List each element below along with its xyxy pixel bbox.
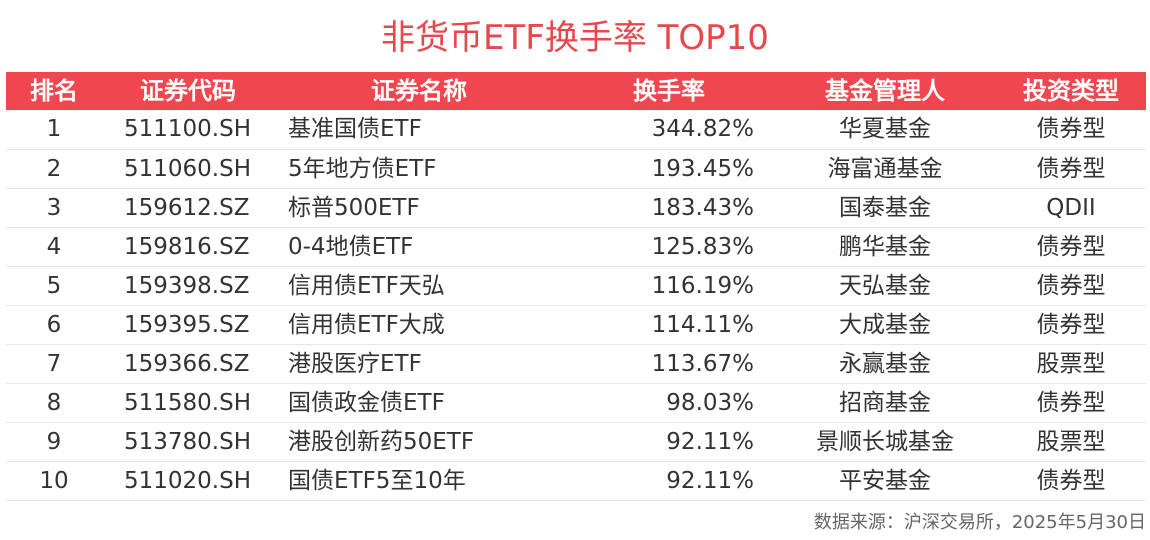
code-cell: 513780.SH — [102, 422, 274, 462]
rank-cell: 6 — [6, 305, 102, 345]
manager-cell: 海富通基金 — [774, 149, 996, 189]
name-cell: 信用债ETF大成 — [274, 305, 564, 345]
manager-cell: 鹏华基金 — [774, 227, 996, 267]
table-header-row: 排名 证券代码 证券名称 换手率 基金管理人 投资类型 — [6, 72, 1146, 110]
header-type: 投资类型 — [1023, 77, 1119, 105]
table-row: 6 159395.SZ 信用债ETF大成 114.11% 大成基金 债券型 — [6, 305, 1146, 345]
type-cell: 股票型 — [996, 344, 1146, 384]
type-cell: 债券型 — [996, 110, 1146, 150]
name-cell: 基准国债ETF — [274, 110, 564, 150]
manager-cell: 平安基金 — [774, 461, 996, 501]
name-cell: 国债政金债ETF — [274, 383, 564, 423]
manager-cell: 景顺长城基金 — [774, 422, 996, 462]
table-row: 1 511100.SH 基准国债ETF 344.82% 华夏基金 债券型 — [6, 110, 1146, 150]
table-row: 10 511020.SH 国债ETF5至10年 92.11% 平安基金 债券型 — [6, 461, 1146, 501]
manager-cell: 华夏基金 — [774, 110, 996, 150]
code-cell: 159816.SZ — [102, 227, 274, 267]
code-cell: 159366.SZ — [102, 344, 274, 384]
turnover-cell: 125.83% — [564, 227, 774, 267]
rank-cell: 7 — [6, 344, 102, 384]
turnover-cell: 92.11% — [564, 461, 774, 501]
table-row: 7 159366.SZ 港股医疗ETF 113.67% 永赢基金 股票型 — [6, 344, 1146, 384]
manager-cell: 招商基金 — [774, 383, 996, 423]
header-turnover: 换手率 — [633, 77, 705, 105]
rank-cell: 8 — [6, 383, 102, 423]
turnover-cell: 116.19% — [564, 266, 774, 306]
turnover-cell: 114.11% — [564, 305, 774, 345]
header-name: 证券名称 — [371, 77, 467, 105]
table-row: 5 159398.SZ 信用债ETF天弘 116.19% 天弘基金 债券型 — [6, 266, 1146, 306]
name-cell: 国债ETF5至10年 — [274, 461, 564, 501]
source-note: 数据来源：沪深交易所，2025年5月30日 — [813, 512, 1146, 533]
rank-cell: 2 — [6, 149, 102, 189]
table-row: 4 159816.SZ 0-4地债ETF 125.83% 鹏华基金 债券型 — [6, 227, 1146, 267]
type-cell: 债券型 — [996, 227, 1146, 267]
rank-cell: 4 — [6, 227, 102, 267]
rank-cell: 1 — [6, 110, 102, 150]
turnover-cell: 92.11% — [564, 422, 774, 462]
manager-cell: 天弘基金 — [774, 266, 996, 306]
type-cell: 债券型 — [996, 305, 1146, 345]
turnover-cell: 344.82% — [564, 110, 774, 150]
header-manager: 基金管理人 — [825, 77, 945, 105]
type-cell: 债券型 — [996, 149, 1146, 189]
manager-cell: 国泰基金 — [774, 188, 996, 228]
code-cell: 511100.SH — [102, 110, 274, 150]
code-cell: 159398.SZ — [102, 266, 274, 306]
table-row: 8 511580.SH 国债政金债ETF 98.03% 招商基金 债券型 — [6, 383, 1146, 423]
code-cell: 159612.SZ — [102, 188, 274, 228]
name-cell: 信用债ETF天弘 — [274, 266, 564, 306]
type-cell: QDII — [996, 188, 1146, 228]
turnover-table: 排名 证券代码 证券名称 换手率 基金管理人 投资类型 1 511100.SH 基准… — [6, 72, 1146, 501]
rank-cell: 3 — [6, 188, 102, 228]
table-row: 9 513780.SH 港股创新药50ETF 92.11% 景顺长城基金 股票型 — [6, 422, 1146, 462]
name-cell: 港股医疗ETF — [274, 344, 564, 384]
manager-cell: 大成基金 — [774, 305, 996, 345]
type-cell: 债券型 — [996, 383, 1146, 423]
code-cell: 511020.SH — [102, 461, 274, 501]
type-cell: 股票型 — [996, 422, 1146, 462]
name-cell: 5年地方债ETF — [274, 149, 564, 189]
rank-cell: 10 — [6, 461, 102, 501]
name-cell: 港股创新药50ETF — [274, 422, 564, 462]
code-cell: 511580.SH — [102, 383, 274, 423]
manager-cell: 永赢基金 — [774, 344, 996, 384]
type-cell: 债券型 — [996, 266, 1146, 306]
turnover-cell: 113.67% — [564, 344, 774, 384]
turnover-cell: 98.03% — [564, 383, 774, 423]
turnover-cell: 193.45% — [564, 149, 774, 189]
header-rank: 排名 — [30, 77, 78, 105]
code-cell: 159395.SZ — [102, 305, 274, 345]
name-cell: 标普500ETF — [274, 188, 564, 228]
table-row: 2 511060.SH 5年地方债ETF 193.45% 海富通基金 债券型 — [6, 149, 1146, 189]
rank-cell: 5 — [6, 266, 102, 306]
header-code: 证券代码 — [140, 77, 236, 105]
table-row: 3 159612.SZ 标普500ETF 183.43% 国泰基金 QDII — [6, 188, 1146, 228]
code-cell: 511060.SH — [102, 149, 274, 189]
name-cell: 0-4地债ETF — [274, 227, 564, 267]
rank-cell: 9 — [6, 422, 102, 462]
page-title: 非货币ETF换手率 TOP10 — [381, 18, 769, 58]
turnover-cell: 183.43% — [564, 188, 774, 228]
type-cell: 债券型 — [996, 461, 1146, 501]
